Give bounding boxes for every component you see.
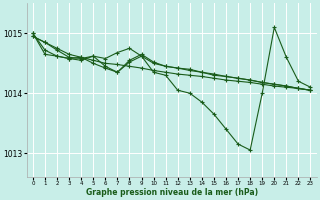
X-axis label: Graphe pression niveau de la mer (hPa): Graphe pression niveau de la mer (hPa)	[86, 188, 258, 197]
